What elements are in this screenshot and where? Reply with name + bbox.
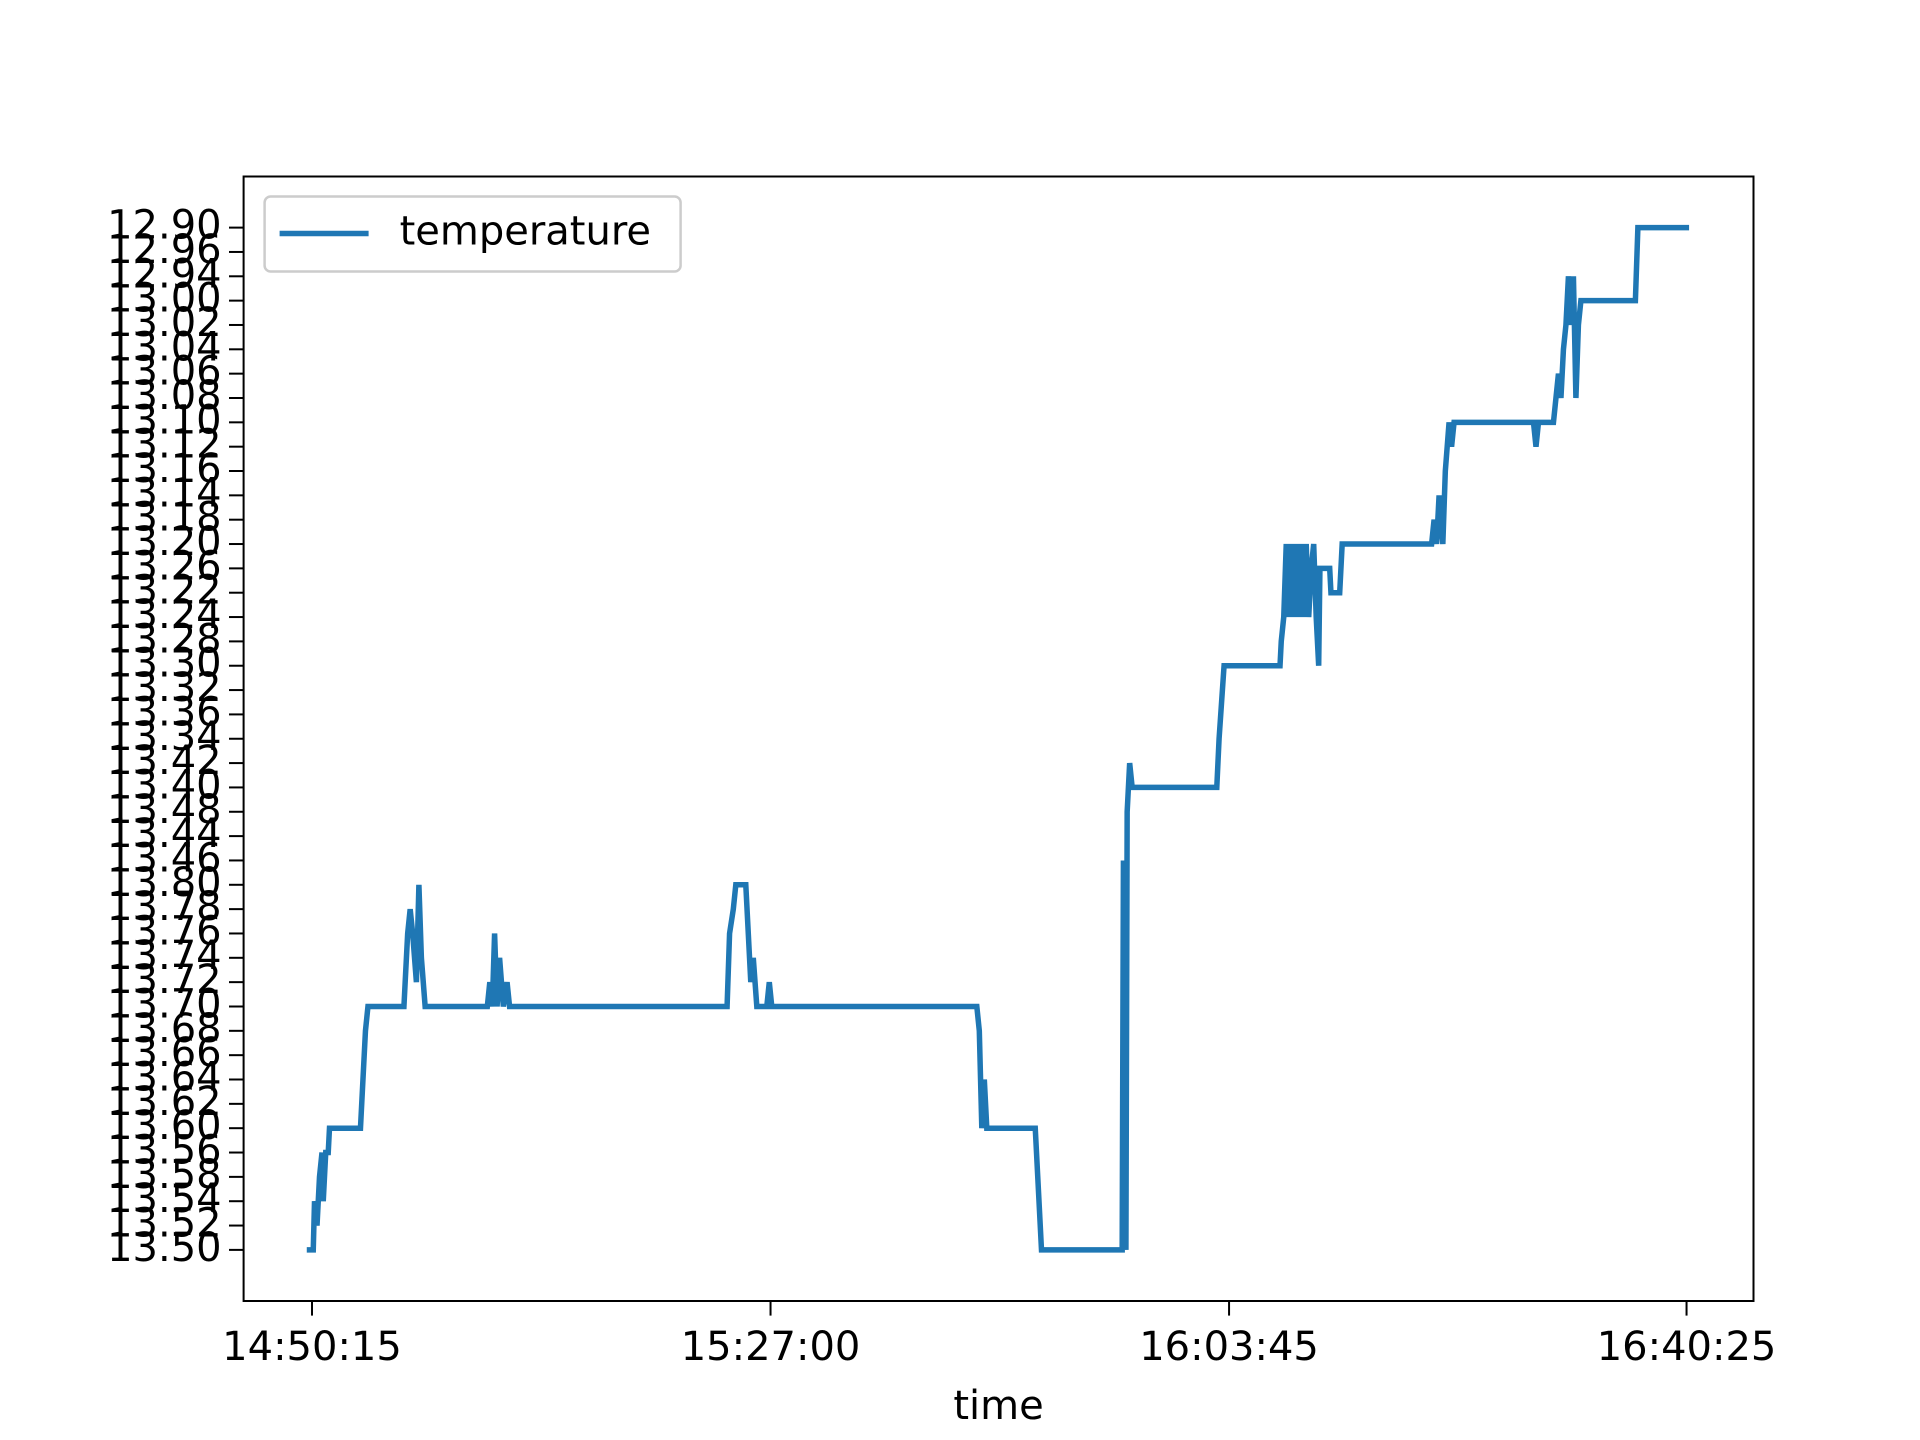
y-tick-label: 12.94 — [107, 251, 222, 297]
y-tick-label: 13.70 — [107, 981, 222, 1027]
y-tick-label: 13.10 — [107, 397, 222, 443]
y-tick-label: 13.28 — [107, 616, 222, 662]
y-tick-label: 13.68 — [107, 1006, 222, 1052]
y-tick-label: 13.60 — [107, 1103, 222, 1149]
y-tick-label: 13.06 — [107, 349, 222, 395]
y-tick-label: 13.54 — [107, 1176, 222, 1222]
y-tick-label: 13.50 — [107, 1225, 222, 1271]
y-tick-label: 13.16 — [107, 446, 222, 492]
y-tick-label: 13.20 — [107, 519, 222, 565]
y-tick-label: 13.76 — [107, 908, 222, 954]
y-tick-label: 12.90 — [107, 203, 222, 249]
y-tick-label: 13.12 — [107, 422, 222, 468]
y-tick-label: 13.00 — [107, 276, 222, 322]
x-tick-label: 15:27:00 — [681, 1324, 861, 1370]
y-tick-label: 13.62 — [107, 1079, 222, 1125]
y-tick-label: 13.22 — [107, 568, 222, 614]
y-tick-label: 13.14 — [107, 470, 222, 516]
y-tick-label: 13.40 — [107, 762, 222, 808]
y-tick-label: 13.04 — [107, 324, 222, 370]
x-axis-label: time — [953, 1383, 1043, 1429]
y-tick-label: 13.24 — [107, 592, 222, 638]
y-tick-label: 13.32 — [107, 665, 222, 711]
y-tick-label: 13.66 — [107, 1030, 222, 1076]
y-tick-label: 13.30 — [107, 641, 222, 687]
y-tick-label: 13.42 — [107, 738, 222, 784]
y-tick-label: 13.44 — [107, 811, 222, 857]
x-tick-label: 16:03:45 — [1139, 1324, 1319, 1370]
y-tick-label: 13.46 — [107, 835, 222, 881]
legend-label: temperature — [400, 209, 651, 255]
data-line — [306, 224, 1690, 1253]
y-tick-label: 13.36 — [107, 689, 222, 735]
y-tick-label: 13.72 — [107, 957, 222, 1003]
y-tick-label: 13.02 — [107, 300, 222, 346]
y-tick-label: 13.74 — [107, 933, 222, 979]
y-tick-label: 13.26 — [107, 543, 222, 589]
legend-box — [263, 195, 682, 273]
y-tick-label: 13.52 — [107, 1201, 222, 1247]
y-tick-label: 13.48 — [107, 787, 222, 833]
y-tick-label: 13.64 — [107, 1055, 222, 1101]
y-tick-label: 13.34 — [107, 714, 222, 760]
y-tick-label: 13.56 — [107, 1128, 222, 1174]
plot-area — [306, 224, 1690, 1253]
x-tick-label: 14:50:15 — [222, 1324, 402, 1370]
y-tick-label: 13.78 — [107, 884, 222, 930]
x-tick-label: 16:40:25 — [1597, 1324, 1777, 1370]
y-tick-label: 13.08 — [107, 373, 222, 419]
y-tick-label: 12.96 — [107, 227, 222, 273]
y-tick-label: 13.18 — [107, 495, 222, 541]
y-tick-label: 13.58 — [107, 1152, 222, 1198]
y-tick-label: 13.80 — [107, 860, 222, 906]
